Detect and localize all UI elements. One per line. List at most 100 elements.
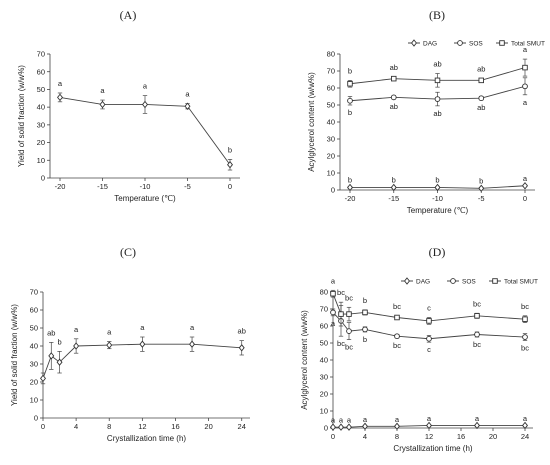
significance-label: a (523, 174, 528, 183)
data-point (227, 160, 233, 169)
y-tick-label: 40 (37, 103, 45, 112)
data-point (189, 340, 196, 348)
y-tick-label: 60 (30, 306, 38, 315)
significance-label: ab (477, 65, 485, 74)
y-tick-label: 20 (320, 390, 328, 399)
legend-marker (450, 278, 456, 284)
significance-label: a (363, 415, 368, 424)
y-tick-label: 10 (37, 156, 45, 165)
significance-label: a (143, 82, 148, 91)
panel-label: (C) (120, 245, 136, 259)
y-tick-label: 50 (30, 324, 38, 333)
data-point (362, 326, 368, 333)
legend-marker (492, 278, 498, 284)
x-axis-title: Crystallization time (h) (107, 434, 186, 443)
x-axis-title: Temperature (℃) (407, 206, 469, 215)
y-tick-label: 20 (37, 138, 45, 147)
significance-label: bc (337, 339, 345, 348)
significance-label: a (523, 45, 528, 54)
y-axis-title: Acylglycerol content (w/w%) (300, 310, 309, 410)
y-tick-label: 40 (320, 356, 328, 365)
y-axis-title: Yield of solid fraction (w/w%) (17, 65, 26, 167)
significance-label: ab (433, 109, 441, 118)
significance-label: ab (390, 102, 398, 111)
legend: DAG SOS Total SMUT (408, 39, 545, 47)
data-point (40, 374, 46, 383)
significance-label: b (348, 108, 352, 117)
significance-label: a (331, 319, 336, 328)
chart-panel-B: (B) 0 10 20 30 40 50 60 70 80 -20 -15 -10 -5 0 Temperat… (307, 8, 545, 215)
significance-label: a (185, 90, 190, 99)
data-point (362, 422, 368, 431)
data-point (346, 423, 352, 431)
y-tick-label: 30 (327, 135, 335, 144)
y-tick-label: 40 (327, 118, 335, 127)
x-tick-label: 20 (204, 422, 212, 431)
y-tick-label: 10 (30, 396, 38, 405)
significance-label: a (107, 328, 112, 337)
data-point (522, 182, 528, 190)
x-axis-title: Crystallization time (h) (393, 444, 472, 453)
x-tick-label: -20 (345, 194, 356, 203)
x-tick-label: -15 (97, 182, 108, 191)
legend-entry: DAG (423, 40, 437, 47)
significance-label: a (427, 414, 432, 423)
data-point (478, 77, 485, 84)
y-tick-label: 70 (320, 305, 328, 314)
y-tick-label: 70 (327, 67, 335, 76)
x-tick-label: 8 (107, 422, 111, 431)
series-main: a a a a b (57, 79, 233, 171)
data-point (426, 335, 432, 342)
significance-label: a (331, 276, 336, 285)
significance-label: b (363, 296, 367, 305)
data-point (434, 77, 441, 84)
y-tick-label: 0 (41, 174, 45, 183)
significance-label: bc (521, 343, 529, 352)
significance-label: a (475, 414, 480, 423)
x-tick-label: 0 (523, 194, 527, 203)
y-axis-title: Acylglycerol content (w/w%) (307, 72, 316, 172)
data-point (347, 183, 353, 192)
x-tick-label: 4 (363, 432, 367, 441)
x-tick-label: -5 (478, 194, 485, 203)
series-sos: b ab ab ab a (347, 77, 528, 118)
x-tick-label: 12 (425, 432, 433, 441)
significance-label: bc (337, 288, 345, 297)
panel-label: (D) (429, 245, 446, 259)
data-point (142, 100, 148, 109)
significance-label: a (74, 325, 79, 334)
data-point (330, 290, 336, 297)
significance-label: ab (238, 327, 246, 336)
legend-entry: SOS (469, 40, 483, 47)
data-point (347, 97, 353, 104)
x-tick-label: 20 (489, 432, 497, 441)
data-point (346, 311, 352, 317)
data-point (522, 64, 528, 71)
significance-label: bc (345, 343, 353, 352)
y-tick-label: 70 (37, 50, 45, 59)
data-point (338, 311, 344, 317)
data-point (434, 96, 441, 102)
y-tick-label: 80 (327, 50, 335, 59)
legend-marker (499, 40, 505, 46)
x-tick-label: 0 (331, 432, 335, 441)
significance-label: b (479, 176, 483, 185)
y-tick-label: 60 (327, 84, 335, 93)
x-tick-label: -5 (184, 182, 191, 191)
data-point (338, 423, 344, 431)
significance-label: a (339, 416, 344, 425)
legend-entry: Total SMUT (504, 278, 538, 285)
significance-label: bc (345, 293, 353, 302)
data-point (394, 333, 400, 340)
significance-label: ab (433, 60, 441, 69)
significance-label: b (363, 335, 367, 344)
y-tick-label: 80 (320, 288, 328, 297)
y-tick-label: 60 (37, 67, 45, 76)
significance-label: b (228, 145, 232, 154)
significance-label: bc (393, 302, 401, 311)
